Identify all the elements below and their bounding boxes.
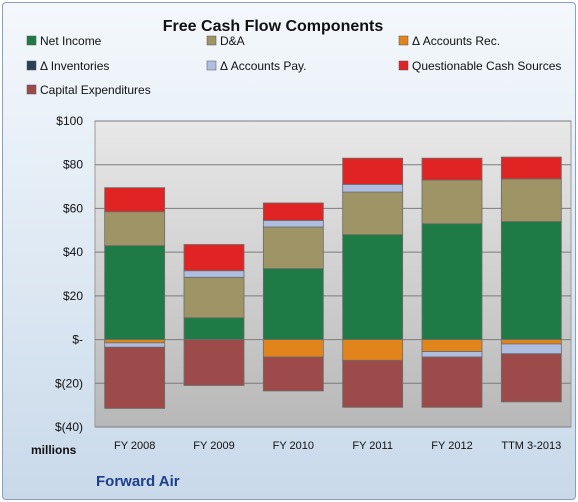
bar-stack-ttm-3-2013	[500, 156, 562, 403]
legend-swatch-d-a	[206, 35, 217, 46]
y-tick-label: $20	[63, 289, 83, 303]
x-tick-label: TTM 3-2013	[501, 440, 561, 452]
legend-swatch-questionable-cash-sources	[398, 60, 409, 71]
bar-accounts-pay-fy-2011	[342, 183, 404, 193]
bar-d-a-fy-2009	[183, 276, 245, 319]
legend-swatch-inventories	[26, 60, 37, 71]
bar-capital-expenditures-fy-2011	[342, 359, 404, 408]
bar-accounts-rec-fy-2012	[421, 339, 483, 352]
bar-d-a-fy-2010	[262, 226, 324, 269]
bar-stacks	[104, 156, 562, 409]
bar-questionable-cash-sources-fy-2010	[262, 202, 324, 221]
y-tick-label: $40	[63, 245, 83, 259]
legend: Net Income D&A Δ Accounts Rec. Δ Inventorie…	[26, 34, 561, 97]
bar-accounts-rec-fy-2008	[104, 339, 166, 344]
gridlines	[95, 120, 571, 428]
bar-accounts-pay-fy-2012	[421, 351, 483, 358]
y-axis: $100 $80 $60 $40 $20 $- $(20) $(40)	[55, 114, 83, 434]
x-tick-label: FY 2011	[352, 440, 393, 452]
legend-label-questionable-cash-sources: Questionable Cash Sources	[412, 59, 561, 73]
bar-capital-expenditures-ttm-3-2013	[500, 353, 562, 403]
bar-d-a-fy-2012	[421, 179, 483, 225]
bar-net-income-fy-2011	[342, 234, 404, 340]
bar-d-a-fy-2011	[342, 191, 404, 236]
legend-label-inventories: Δ Inventories	[40, 59, 109, 73]
bar-stack-fy-2008	[104, 187, 166, 409]
chart-title: Free Cash Flow Components	[163, 18, 384, 35]
x-axis: FY 2008 FY 2009 FY 2010 FY 2011 FY 2012 TTM 3…	[114, 440, 561, 452]
x-tick-label: FY 2009	[193, 440, 234, 452]
y-tick-label: $(20)	[55, 376, 83, 390]
chart-canvas: Free Cash Flow Components Net Income D&A Δ…	[26, 18, 572, 490]
bar-capital-expenditures-fy-2010	[262, 356, 324, 392]
bar-accounts-rec-fy-2011	[342, 339, 404, 361]
bar-questionable-cash-sources-fy-2012	[421, 157, 483, 181]
legend-label-net-income: Net Income	[40, 34, 102, 48]
legend-label-accounts-rec: Δ Accounts Rec.	[412, 34, 500, 48]
bar-d-a-ttm-3-2013	[500, 178, 562, 222]
bar-capital-expenditures-fy-2009	[183, 339, 245, 386]
legend-swatch-net-income	[26, 35, 37, 46]
bar-questionable-cash-sources-fy-2011	[342, 157, 404, 185]
legend-label-capital-expenditures: Capital Expenditures	[40, 83, 151, 97]
legend-swatch-accounts-pay	[206, 60, 217, 71]
bar-net-income-fy-2008	[104, 245, 166, 340]
x-tick-label: FY 2008	[114, 440, 155, 452]
bar-d-a-fy-2008	[104, 211, 166, 246]
legend-swatch-accounts-rec	[398, 35, 409, 46]
legend-label-accounts-pay: Δ Accounts Pay.	[220, 59, 307, 73]
bar-questionable-cash-sources-fy-2008	[104, 187, 166, 213]
legend-label-d-a: D&A	[220, 34, 245, 48]
bar-net-income-fy-2010	[262, 268, 324, 340]
unit-label: millions	[31, 443, 77, 457]
bar-accounts-rec-ttm-3-2013	[500, 339, 562, 345]
plot-area	[94, 120, 572, 428]
y-tick-label: $100	[56, 114, 83, 128]
bar-accounts-rec-fy-2010	[262, 339, 324, 358]
bar-net-income-fy-2012	[421, 223, 483, 340]
bar-accounts-pay-fy-2008	[104, 342, 166, 348]
y-tick-label: $60	[63, 201, 83, 215]
x-tick-label: FY 2010	[273, 440, 314, 452]
bar-stack-fy-2009	[183, 244, 245, 386]
company-label: Forward Air	[96, 473, 180, 490]
y-tick-label: $80	[63, 158, 83, 172]
legend-swatch-capital-expenditures	[26, 84, 37, 95]
bar-net-income-fy-2009	[183, 317, 245, 340]
bar-stack-fy-2012	[421, 157, 483, 408]
y-tick-label: $-	[72, 333, 83, 347]
bar-accounts-pay-ttm-3-2013	[500, 343, 562, 355]
bar-accounts-pay-fy-2010	[262, 220, 324, 228]
bar-accounts-pay-fy-2009	[183, 270, 245, 278]
bar-net-income-ttm-3-2013	[500, 221, 562, 340]
bar-questionable-cash-sources-ttm-3-2013	[500, 156, 562, 180]
x-tick-label: FY 2012	[431, 440, 472, 452]
bar-capital-expenditures-fy-2008	[104, 346, 166, 409]
y-tick-label: $(40)	[55, 420, 83, 434]
bar-questionable-cash-sources-fy-2009	[183, 244, 245, 272]
bar-stack-fy-2010	[262, 202, 324, 392]
bar-capital-expenditures-fy-2012	[421, 356, 483, 408]
bar-stack-fy-2011	[342, 157, 404, 408]
